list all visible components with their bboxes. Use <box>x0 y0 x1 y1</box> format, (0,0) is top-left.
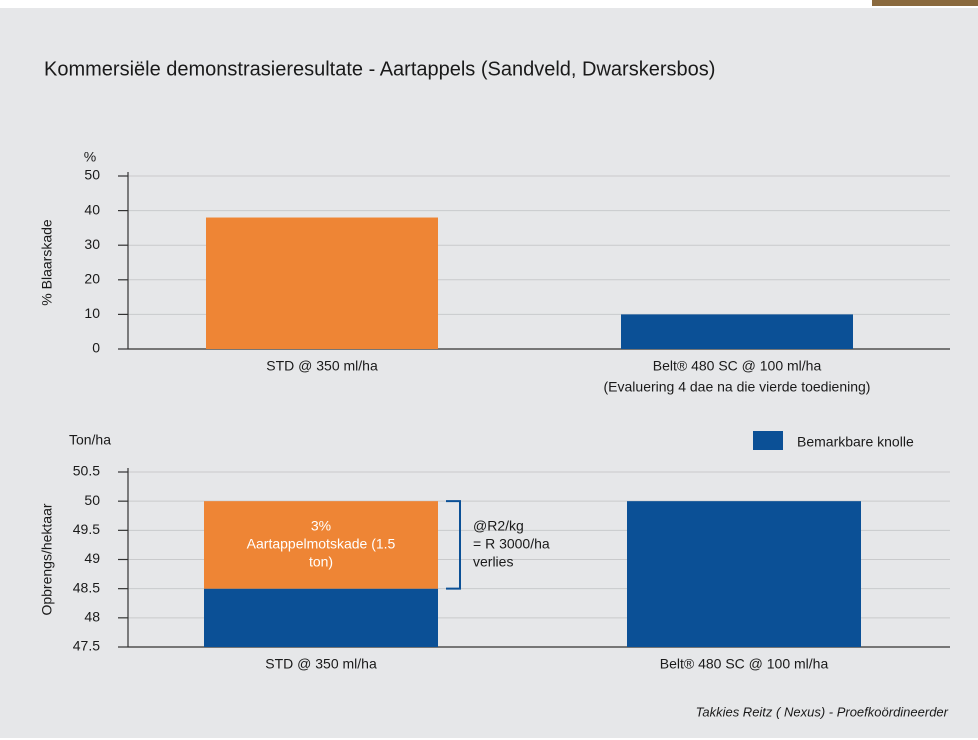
y-axis-label: % Blaarskade <box>39 219 55 306</box>
y-unit: Ton/ha <box>69 432 111 448</box>
bar <box>621 314 853 349</box>
y-tick-label: 20 <box>84 271 100 287</box>
x-tick-label: Belt® 480 SC @ 100 ml/ha <box>653 358 822 374</box>
annotation: = R 3000/ha <box>473 536 550 552</box>
bar <box>206 217 438 349</box>
y-axis-label: Opbrengs/hektaar <box>39 503 55 615</box>
segment-label: 3% <box>311 518 331 534</box>
x-tick-note: (Evaluering 4 dae na die vierde toedieni… <box>604 379 871 395</box>
y-tick-label: 50 <box>84 167 100 183</box>
footer: Takkies Reitz ( Nexus) - Proefkoördineer… <box>696 704 949 719</box>
y-tick-label: 47.5 <box>73 638 100 654</box>
x-tick-label: STD @ 350 ml/ha <box>265 656 377 672</box>
bar-segment <box>204 588 438 647</box>
y-tick-label: 49 <box>84 550 100 566</box>
segment-label: Aartappelmotskade (1.5 <box>247 536 396 552</box>
x-tick-label: STD @ 350 ml/ha <box>266 358 378 374</box>
legend-swatch <box>753 431 783 450</box>
bar-segment <box>204 501 438 589</box>
corner-decoration <box>872 0 978 6</box>
y-unit: % <box>84 149 96 165</box>
y-tick-label: 10 <box>84 305 100 321</box>
y-tick-label: 50.5 <box>73 463 100 479</box>
y-tick-label: 30 <box>84 236 100 252</box>
bar-segment <box>627 501 861 647</box>
chart-title: Kommersiële demonstrasieresultate - Aart… <box>44 58 715 80</box>
y-tick-label: 40 <box>84 201 100 217</box>
bracket <box>446 500 461 590</box>
y-tick-label: 49.5 <box>73 521 100 537</box>
legend-label: Bemarkbare knolle <box>797 434 914 450</box>
segment-label: ton) <box>309 554 333 570</box>
annotation: verlies <box>473 554 513 570</box>
y-tick-label: 0 <box>92 340 100 356</box>
y-tick-label: 48.5 <box>73 579 100 595</box>
y-tick-label: 50 <box>84 492 100 508</box>
x-tick-label: Belt® 480 SC @ 100 ml/ha <box>660 656 829 672</box>
annotation: @R2/kg <box>473 518 524 534</box>
y-tick-label: 48 <box>84 609 100 625</box>
